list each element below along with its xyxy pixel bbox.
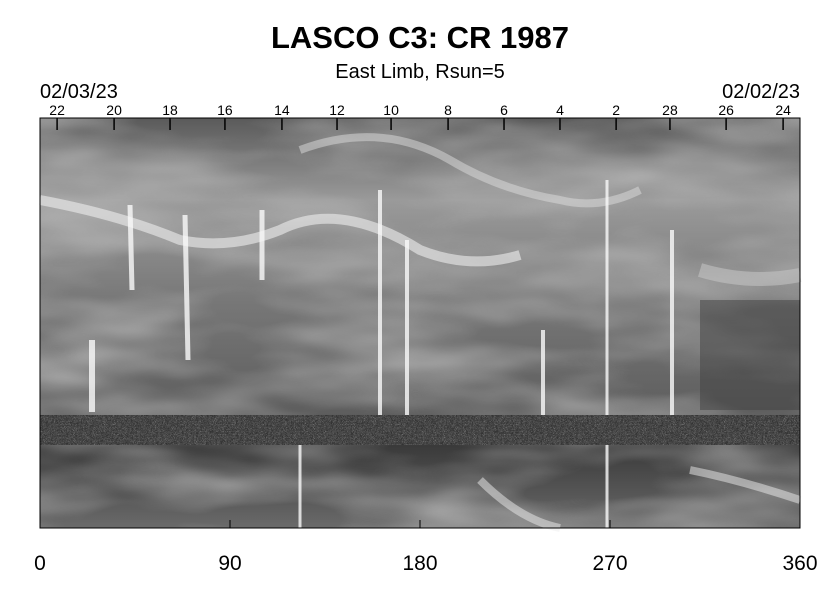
top-tick-label: 26 <box>718 102 734 118</box>
x-tick-label: 180 <box>402 552 437 575</box>
top-tick-label: 6 <box>500 102 508 118</box>
top-tick-label: 10 <box>383 102 399 118</box>
top-tick-label: 2 <box>612 102 620 118</box>
x-tick-label: 90 <box>218 552 241 575</box>
top-tick-label: 14 <box>274 102 290 118</box>
chart-title: LASCO C3: CR 1987 <box>271 20 569 55</box>
start-date: 02/03/23 <box>40 81 118 103</box>
top-tick-label: 16 <box>217 102 233 118</box>
top-tick-label: 18 <box>162 102 178 118</box>
chart-subtitle: East Limb, Rsun=5 <box>335 61 505 83</box>
top-tick-label: 28 <box>662 102 678 118</box>
top-tick-label: 24 <box>775 102 791 118</box>
x-tick-label: 0 <box>34 552 46 575</box>
top-tick-label: 4 <box>556 102 564 118</box>
top-tick-label: 8 <box>444 102 452 118</box>
end-date: 02/02/23 <box>722 81 800 103</box>
top-tick-label: 22 <box>49 102 65 118</box>
top-tick-label: 12 <box>329 102 345 118</box>
x-tick-label: 270 <box>592 552 627 575</box>
map-image <box>39 117 802 532</box>
top-tick-label: 20 <box>106 102 122 118</box>
x-tick-label: 360 <box>782 552 817 575</box>
